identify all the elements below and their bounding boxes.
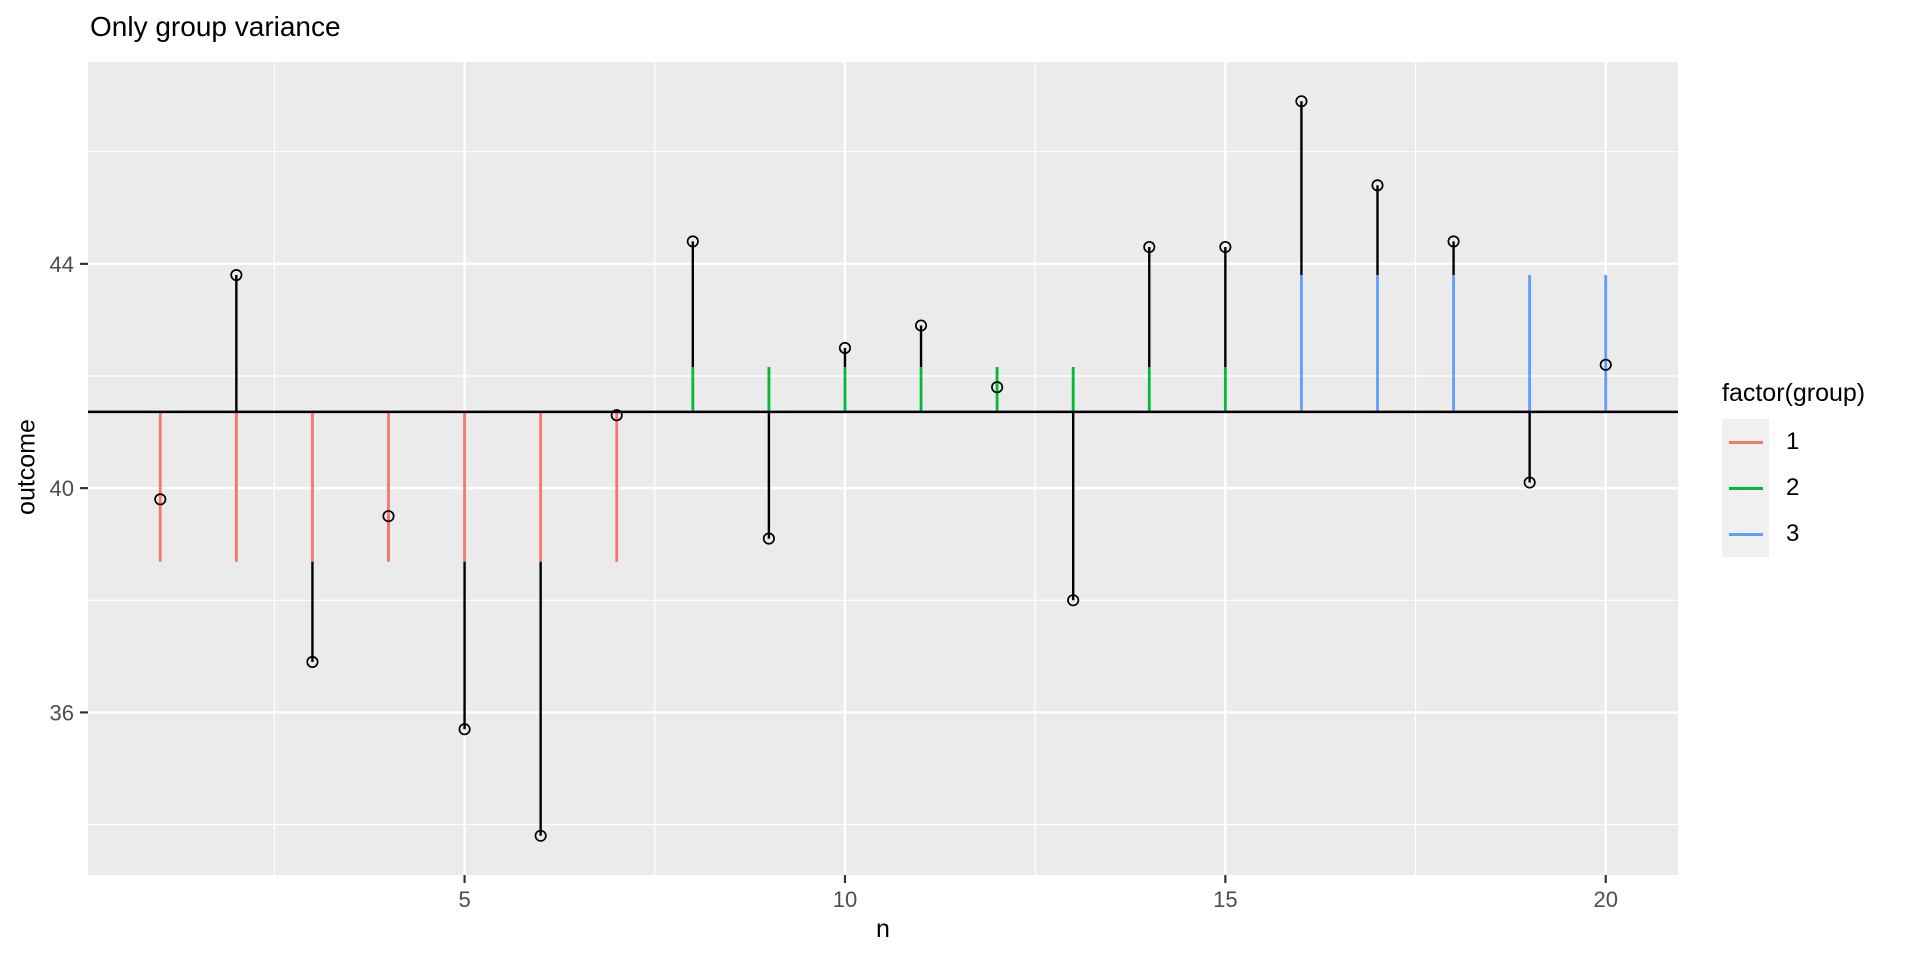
legend-item: 1 [1722, 419, 1865, 465]
legend-key-swatch [1722, 419, 1769, 465]
y-axis-title: outcome [12, 419, 41, 515]
data-point [762, 532, 775, 545]
legend-item-label: 2 [1786, 474, 1800, 501]
data-point [230, 269, 243, 282]
legend: factor(group) 1 2 3 [1722, 379, 1865, 557]
data-point [914, 319, 928, 332]
legend-keys: 1 2 3 [1722, 419, 1865, 557]
data-point [991, 381, 1004, 394]
data-point [1295, 95, 1308, 108]
data-point [1523, 476, 1536, 489]
data-point [154, 493, 167, 506]
x-tick-label: 10 [833, 887, 857, 912]
legend-key-line [1728, 486, 1763, 490]
x-tick-label: 5 [458, 887, 470, 912]
data-point [686, 235, 699, 248]
x-axis-title: n [876, 915, 890, 943]
data-point [382, 510, 395, 523]
x-tick-label: 15 [1213, 887, 1237, 912]
data-point [1067, 594, 1080, 607]
legend-key-line [1728, 440, 1763, 444]
legend-item: 3 [1722, 511, 1865, 557]
y-tick-label: 36 [50, 700, 74, 725]
data-point [1143, 240, 1156, 254]
legend-item-label: 3 [1786, 520, 1800, 547]
data-point [534, 829, 547, 842]
legend-key-swatch [1722, 465, 1769, 511]
data-point [306, 655, 319, 668]
legend-title: factor(group) [1722, 379, 1866, 407]
legend-key-swatch [1722, 511, 1769, 557]
y-tick-label: 40 [50, 476, 74, 501]
data-point [1599, 358, 1612, 371]
x-tick-label: 20 [1593, 887, 1617, 912]
panel-background [88, 62, 1678, 875]
legend-item: 2 [1722, 465, 1865, 511]
data-point [458, 723, 471, 736]
data-point [1447, 235, 1460, 248]
data-point [1371, 179, 1384, 192]
data-point [838, 341, 852, 355]
y-tick-label: 44 [50, 252, 74, 277]
data-point [610, 409, 623, 422]
plot-title: Only group variance [90, 11, 341, 42]
legend-item-label: 1 [1786, 428, 1800, 455]
legend-key-line [1728, 532, 1763, 536]
data-point [1219, 240, 1232, 254]
